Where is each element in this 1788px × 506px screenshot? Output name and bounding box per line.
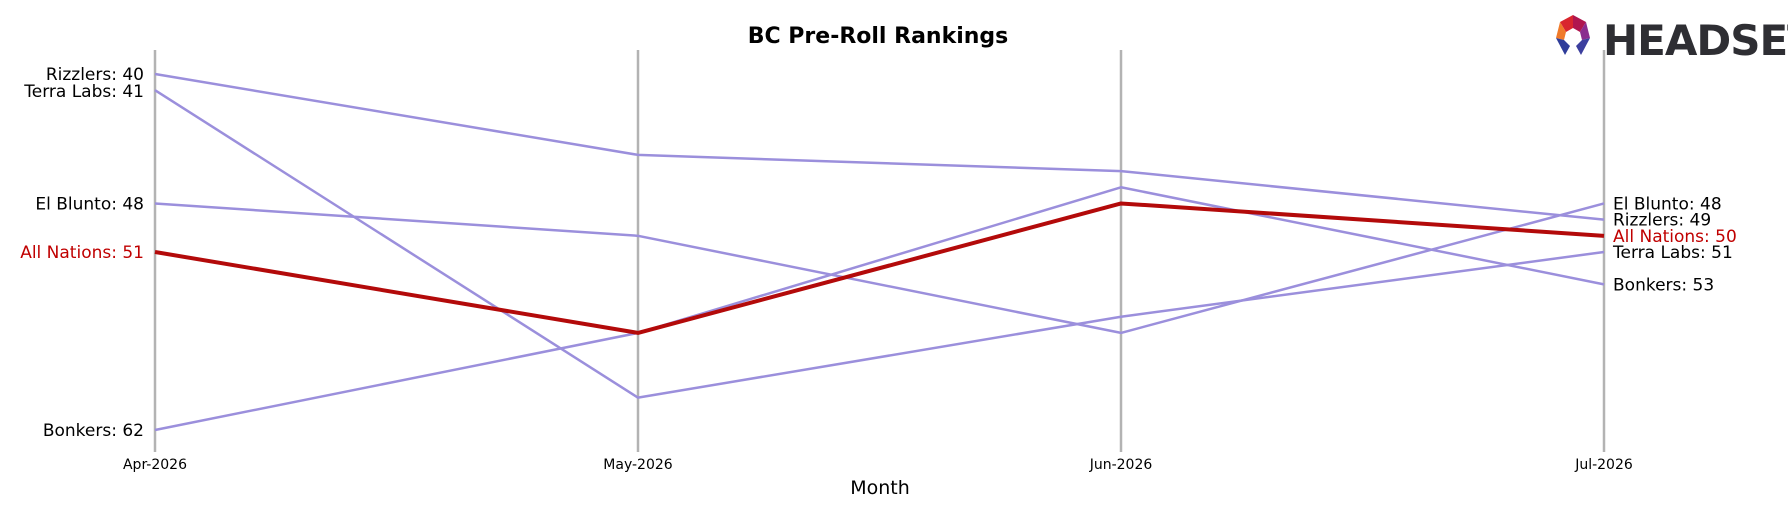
start-label-el-blunto: El Blunto: 48	[35, 194, 144, 214]
end-label-all-nations: All Nations: 50	[1613, 227, 1737, 247]
start-label-rizzlers: Rizzlers: 40	[46, 65, 144, 85]
series-line-all-nations	[154, 201, 1605, 335]
headset-hexagon-logo-icon	[1556, 15, 1590, 55]
x-tick-label: Jul-2026	[1574, 457, 1633, 473]
start-label-terra-labs: Terra Labs: 41	[23, 82, 144, 102]
start-label-bonkers: Bonkers: 62	[43, 421, 144, 441]
series-line-el-blunto	[154, 202, 1605, 335]
chart-title: BC Pre-Roll Rankings	[748, 24, 1009, 49]
grid-layer	[153, 50, 1606, 452]
start-label-all-nations: All Nations: 51	[20, 243, 144, 263]
end-label-bonkers: Bonkers: 53	[1613, 275, 1714, 295]
x-axis-label: Month	[850, 477, 910, 499]
series-line-rizzlers	[154, 72, 1605, 221]
series-line-bonkers	[154, 186, 1605, 432]
x-tick-label: Apr-2026	[123, 457, 187, 473]
logo-text: HEADSET	[1603, 16, 1788, 65]
series-line-terra-labs	[154, 89, 1605, 399]
end-label-terra-labs: Terra Labs: 51	[1612, 243, 1733, 263]
x-tick-label: Jun-2026	[1089, 457, 1153, 473]
series-layer	[154, 72, 1605, 432]
headset-logo: HEADSET	[1556, 15, 1788, 65]
label-layer: Rizzlers: 40 Rizzlers: 49 Terra Labs: 41 Te…	[20, 65, 1737, 441]
end-label-el-blunto: El Blunto: 48	[1613, 194, 1722, 214]
end-label-rizzlers: Rizzlers: 49	[1613, 211, 1711, 231]
tick-layer: Apr-2026 May-2026 Jun-2026 Jul-2026	[123, 457, 1633, 473]
x-tick-label: May-2026	[603, 457, 672, 473]
